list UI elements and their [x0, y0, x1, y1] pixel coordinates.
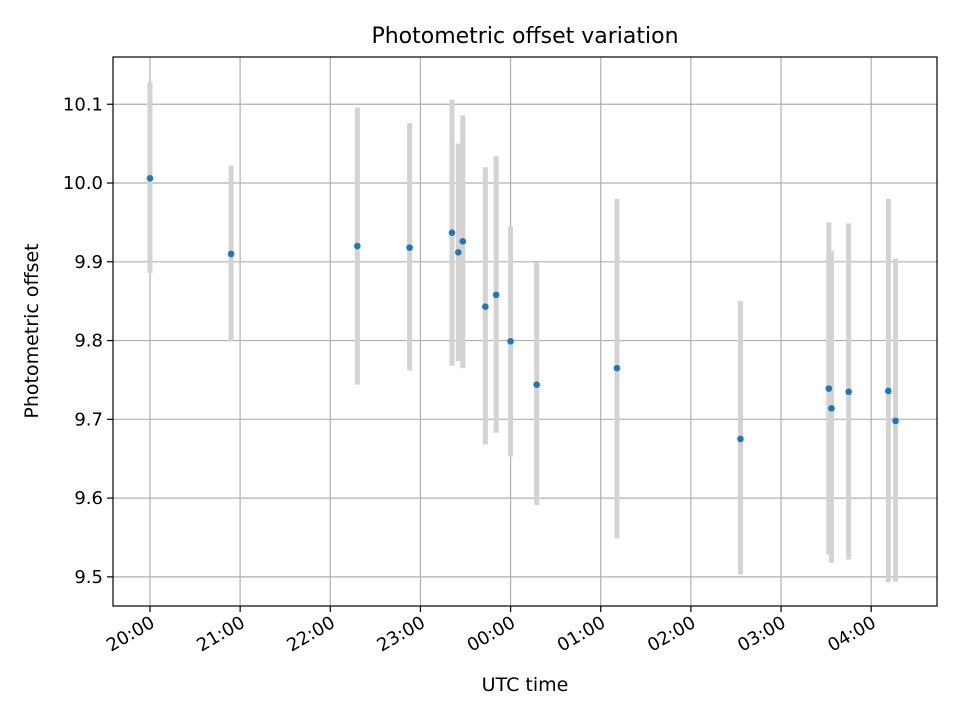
data-point — [613, 364, 621, 372]
plot-frame — [112, 56, 938, 607]
y-tick-label: 10.1 — [63, 94, 103, 115]
data-point — [482, 303, 489, 310]
x-tick-label: 20:00 — [103, 612, 158, 656]
x-tick-label: 21:00 — [193, 612, 248, 656]
x-tick-label: 01:00 — [554, 612, 609, 656]
x-tick-label: 03:00 — [734, 612, 789, 656]
data-point — [825, 385, 833, 392]
x-tick-label: 22:00 — [283, 612, 338, 656]
data-points — [146, 174, 899, 443]
y-tick-label: 9.7 — [74, 409, 103, 430]
grid — [113, 57, 937, 606]
x-tick-label: 04:00 — [824, 612, 879, 656]
data-point — [885, 387, 892, 395]
data-point — [146, 174, 154, 182]
data-point — [448, 229, 456, 236]
x-tick-label: 23:00 — [373, 612, 428, 656]
x-axis-ticks: 20:00 21:00 22:00 23:00 00:00 01:00 02:00 03:00… — [103, 606, 880, 656]
data-point — [828, 404, 835, 412]
data-point — [892, 417, 899, 425]
data-point — [459, 238, 467, 245]
y-tick-label: 9.8 — [74, 331, 103, 352]
y-axis-label: Photometric offset — [21, 243, 43, 418]
error-bars — [147, 82, 899, 583]
y-tick-label: 9.6 — [74, 488, 103, 509]
data-point — [454, 249, 462, 256]
data-point — [533, 381, 541, 388]
x-axis-label: UTC time — [482, 674, 569, 696]
data-point — [227, 250, 235, 258]
data-point — [354, 242, 361, 250]
data-point — [845, 388, 852, 396]
x-tick-label: 00:00 — [464, 612, 519, 656]
x-tick-label: 02:00 — [644, 612, 699, 656]
y-tick-label: 10.0 — [63, 173, 103, 194]
y-axis-ticks: 9.5 9.6 9.7 9.8 9.9 10.0 10.1 — [63, 94, 113, 588]
data-point — [406, 244, 413, 251]
chart-title: Photometric offset variation — [371, 24, 678, 49]
data-point — [492, 291, 500, 299]
y-tick-label: 9.9 — [74, 252, 103, 273]
data-point — [507, 338, 514, 345]
y-tick-label: 9.5 — [74, 567, 103, 588]
data-point — [737, 435, 744, 443]
